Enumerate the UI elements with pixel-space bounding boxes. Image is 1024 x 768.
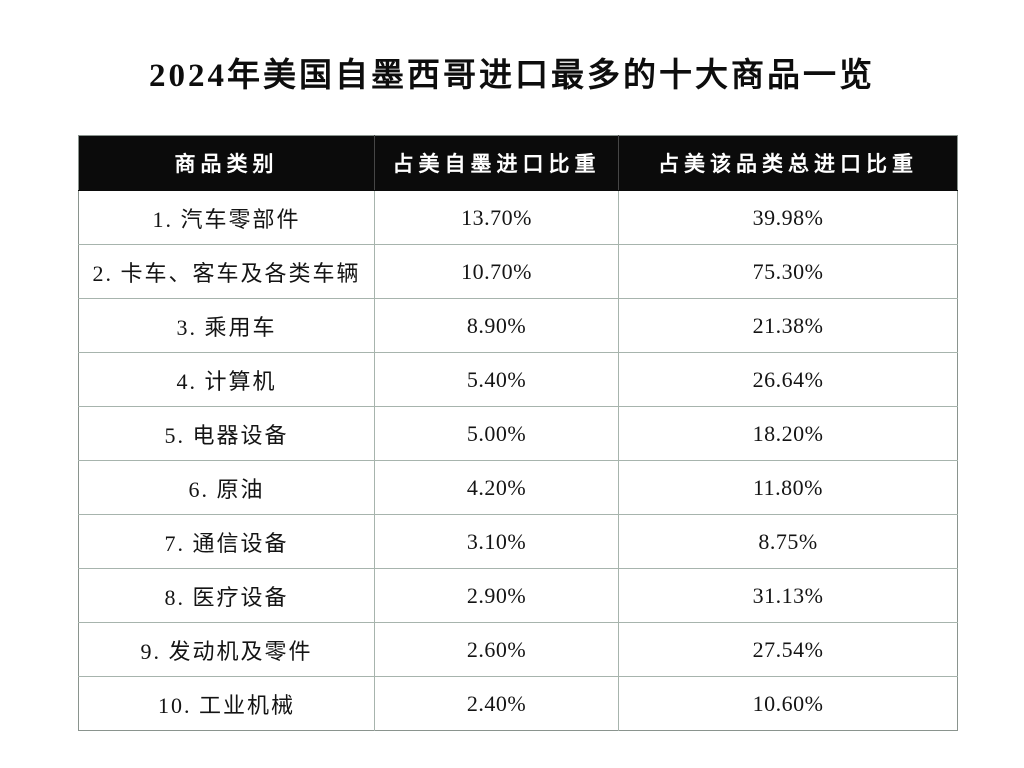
cell-share-mexico: 2.90% bbox=[374, 568, 619, 623]
cell-share-total: 11.80% bbox=[618, 460, 958, 515]
cell-category: 8. 医疗设备 bbox=[78, 568, 375, 623]
cell-category: 1. 汽车零部件 bbox=[78, 190, 375, 245]
cell-share-total: 18.20% bbox=[618, 406, 958, 461]
cell-share-total: 8.75% bbox=[618, 514, 958, 569]
table-row: 10. 工业机械 2.40% 10.60% bbox=[78, 676, 958, 731]
cell-category: 7. 通信设备 bbox=[78, 514, 375, 569]
cell-category: 10. 工业机械 bbox=[78, 676, 375, 731]
header-category: 商品类别 bbox=[78, 135, 375, 191]
cell-share-total: 75.30% bbox=[618, 244, 958, 299]
table-row: 1. 汽车零部件 13.70% 39.98% bbox=[78, 190, 958, 245]
cell-category: 4. 计算机 bbox=[78, 352, 375, 407]
header-row: 商品类别 占美自墨进口比重 占美该品类总进口比重 bbox=[78, 135, 958, 191]
table-row: 6. 原油 4.20% 11.80% bbox=[78, 460, 958, 515]
cell-share-total: 27.54% bbox=[618, 622, 958, 677]
table-header: 商品类别 占美自墨进口比重 占美该品类总进口比重 bbox=[78, 135, 958, 191]
imports-table: 商品类别 占美自墨进口比重 占美该品类总进口比重 1. 汽车零部件 13.70% 3… bbox=[78, 135, 958, 731]
cell-share-total: 10.60% bbox=[618, 676, 958, 731]
table-body: 1. 汽车零部件 13.70% 39.98% 2. 卡车、客车及各类车辆 10.70% 7… bbox=[78, 190, 958, 731]
cell-share-mexico: 13.70% bbox=[374, 190, 619, 245]
table-row: 7. 通信设备 3.10% 8.75% bbox=[78, 514, 958, 569]
cell-share-total: 26.64% bbox=[618, 352, 958, 407]
cell-category: 9. 发动机及零件 bbox=[78, 622, 375, 677]
table-row: 3. 乘用车 8.90% 21.38% bbox=[78, 298, 958, 353]
table-row: 5. 电器设备 5.00% 18.20% bbox=[78, 406, 958, 461]
cell-share-total: 39.98% bbox=[618, 190, 958, 245]
cell-category: 3. 乘用车 bbox=[78, 298, 375, 353]
cell-share-mexico: 8.90% bbox=[374, 298, 619, 353]
header-share-mexico: 占美自墨进口比重 bbox=[374, 135, 619, 191]
cell-share-mexico: 10.70% bbox=[374, 244, 619, 299]
cell-share-mexico: 2.60% bbox=[374, 622, 619, 677]
table-row: 8. 医疗设备 2.90% 31.13% bbox=[78, 568, 958, 623]
cell-share-mexico: 4.20% bbox=[374, 460, 619, 515]
cell-share-mexico: 2.40% bbox=[374, 676, 619, 731]
cell-share-total: 21.38% bbox=[618, 298, 958, 353]
table-row: 9. 发动机及零件 2.60% 27.54% bbox=[78, 622, 958, 677]
cell-share-total: 31.13% bbox=[618, 568, 958, 623]
table-row: 2. 卡车、客车及各类车辆 10.70% 75.30% bbox=[78, 244, 958, 299]
cell-category: 6. 原油 bbox=[78, 460, 375, 515]
cell-share-mexico: 5.00% bbox=[374, 406, 619, 461]
cell-share-mexico: 5.40% bbox=[374, 352, 619, 407]
page-title: 2024年美国自墨西哥进口最多的十大商品一览 bbox=[149, 58, 875, 94]
table-row: 4. 计算机 5.40% 26.64% bbox=[78, 352, 958, 407]
header-share-total: 占美该品类总进口比重 bbox=[618, 135, 958, 191]
cell-category: 5. 电器设备 bbox=[78, 406, 375, 461]
cell-share-mexico: 3.10% bbox=[374, 514, 619, 569]
cell-category: 2. 卡车、客车及各类车辆 bbox=[78, 244, 375, 299]
